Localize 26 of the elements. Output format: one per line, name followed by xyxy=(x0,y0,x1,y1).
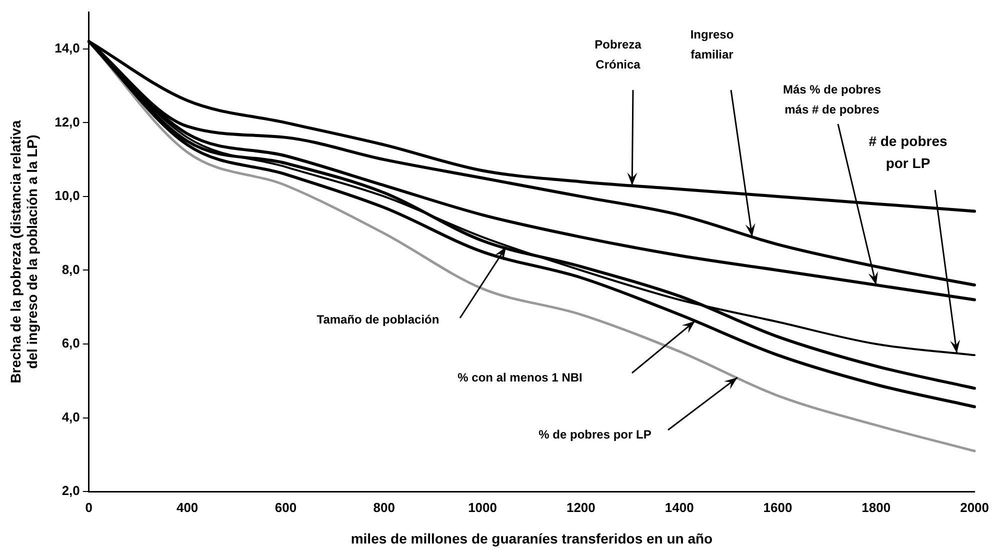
y-tick-label: 6,0 xyxy=(62,336,80,351)
x-tick-label: 1600 xyxy=(763,500,792,515)
y-tick-label: 12,0 xyxy=(54,114,80,130)
annotation: Ingreso familiar xyxy=(690,27,734,62)
x-tick-label: 1400 xyxy=(664,500,694,515)
x-tick-label: 800 xyxy=(373,500,395,515)
annotation: Pobreza Crónica xyxy=(594,37,642,72)
y-tick-label: 2,0 xyxy=(62,483,80,498)
annotation: # de pobres por LP xyxy=(868,132,948,171)
x-tick-label: 2000 xyxy=(960,500,989,515)
y-tick-label: 8,0 xyxy=(62,262,80,277)
x-axis-title: miles de millones de guaraníes transferidos en un año xyxy=(350,530,713,546)
annotation: Más % de pobres más # de pobres xyxy=(782,82,882,116)
y-axis-title: Brecha de la pobreza (distancia relativa del ingreso de la población a la LP) xyxy=(7,120,40,384)
annotation: % con al menos 1 NBI xyxy=(458,370,582,384)
x-tick-label: 0 xyxy=(85,500,93,515)
x-tick-label: 1200 xyxy=(566,500,596,515)
annotation: Tamaño de población xyxy=(316,312,440,326)
annotation: % de pobres por LP xyxy=(538,427,652,442)
y-tick-label: 14,0 xyxy=(54,40,80,56)
x-tick-label: 1000 xyxy=(468,500,497,515)
y-tick-label: 10,0 xyxy=(54,188,80,204)
x-tick-label: 1800 xyxy=(862,500,891,515)
x-tick-label: 600 xyxy=(274,500,297,515)
x-tick-label: 400 xyxy=(176,500,198,515)
y-tick-label: 4,0 xyxy=(62,409,80,424)
